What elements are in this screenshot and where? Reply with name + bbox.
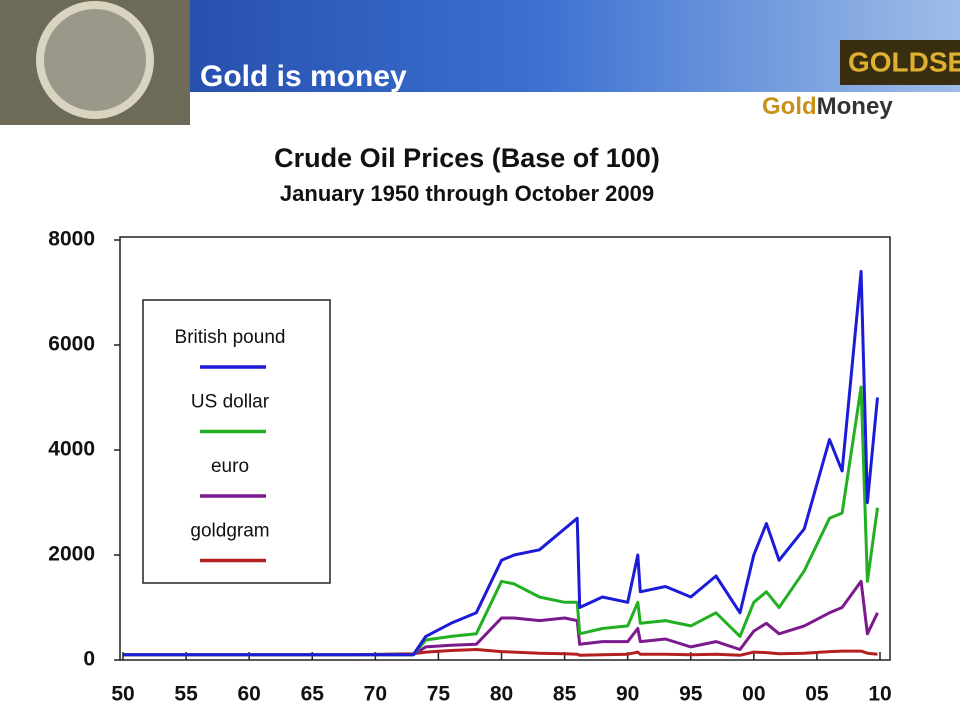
y-tick-label: 4000 [48,438,95,461]
logo-goldmoney: GoldMoney [762,93,893,120]
x-tick-label: 95 [679,683,703,706]
x-tick-label: 10 [868,683,891,706]
header: Gold is money GOLDSEI GoldMoney [0,0,960,125]
legend-label: US dollar [191,392,270,413]
logo-money: Money [817,93,894,120]
legend-label: British pound [175,327,286,348]
series-line [123,270,879,657]
plot-frame [119,236,891,661]
series-line [123,648,878,657]
y-tick-label: 8000 [48,228,95,251]
x-tick-label: 65 [301,683,325,706]
header-strip [190,92,960,125]
x-tick-label: 90 [616,683,639,706]
logo-goldsei: GOLDSEI [848,46,960,77]
x-tick-label: 00 [742,683,765,706]
chart-subtitle: January 1950 through October 2009 [280,181,654,206]
x-tick-label: 05 [805,683,829,706]
x-tick-label: 85 [553,683,577,706]
legend-box [142,299,331,584]
logo-gold: Gold [762,93,817,120]
y-tick-label: 2000 [48,543,95,566]
y-tick-label: 6000 [48,333,95,356]
chart-title: Crude Oil Prices (Base of 100) [274,143,660,173]
y-tick-label: 0 [83,648,95,671]
x-tick-label: 55 [174,683,198,706]
legend-label: euro [211,456,249,477]
tagline: Gold is money [200,60,407,93]
series-line [123,385,879,657]
logo-box [840,40,960,85]
vault-door [36,1,154,119]
x-tick-label: 70 [364,683,387,706]
legend-label: goldgram [190,521,269,542]
x-tick-label: 75 [427,683,451,706]
legend: British pound US dollar euro goldgram [142,299,331,584]
series-line [123,579,879,657]
x-tick-label: 50 [111,683,134,706]
x-tick-label: 60 [237,683,260,706]
x-tick-label: 80 [490,683,513,706]
